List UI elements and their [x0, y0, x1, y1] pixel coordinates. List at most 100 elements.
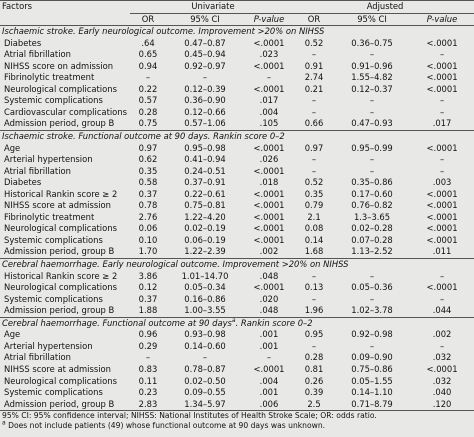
cell: 0.10	[138, 234, 158, 245]
cell: 0.75–0.81	[184, 200, 226, 211]
cell: –	[311, 154, 317, 165]
cell: 0.28	[138, 106, 158, 117]
factor: Admission period, group B	[4, 305, 115, 316]
factor: Atrial fibrillation	[4, 352, 71, 363]
cell: 0.09–0.90	[351, 352, 393, 363]
footnotes: 95% CI: 95% confidence interval; NIHSS: …	[0, 411, 474, 431]
factor: Historical Rankin score ≥ 2	[4, 188, 118, 199]
factor: NIHSS score on admission	[4, 60, 114, 71]
cell: 0.37	[138, 293, 158, 304]
data-row: Arterial hypertension 0.62 0.41–0.94 .026 – –…	[0, 154, 474, 166]
factor: Arterial hypertension	[4, 154, 93, 165]
header-group: Univariate	[130, 0, 295, 14]
cell: 0.94	[138, 60, 158, 71]
cell: .011	[432, 246, 452, 257]
cell: 1.55–4.82	[351, 72, 393, 83]
footnote: 95% CI: 95% confidence interval; NIHSS: …	[0, 411, 474, 421]
cell: –	[369, 95, 375, 106]
data-row: Admission period, group B 0.75 0.57–1.06 .1…	[0, 118, 474, 130]
cell: 0.81	[304, 363, 324, 374]
cell: 0.16–0.86	[184, 293, 226, 304]
cell: .001	[259, 329, 279, 340]
cell: <.0001	[426, 188, 458, 199]
cell: .002	[432, 329, 452, 340]
cell: 0.36–0.75	[351, 37, 393, 48]
cell: 1.00–3.55	[184, 305, 226, 316]
cell: 0.14–1.10	[351, 387, 393, 398]
cell: –	[439, 293, 445, 304]
cell: –	[439, 340, 445, 351]
cell: <.0001	[426, 223, 458, 234]
section-title-text: Cerebral haemorrhage. Early neurological…	[2, 259, 349, 270]
cell: <.0001	[426, 234, 458, 245]
cell: .026	[259, 154, 279, 165]
cell: 0.11	[138, 375, 158, 386]
cell: 0.92–0.98	[351, 329, 393, 340]
cell: 1.22–2.39	[184, 246, 226, 257]
cell: <.0001	[253, 60, 285, 71]
data-row: NIHSS score at admission 0.83 0.78–0.87 <.0…	[0, 364, 474, 376]
cell: 0.05–0.34	[184, 282, 226, 293]
header-factors: Factors	[0, 0, 130, 14]
cell: 0.12–0.39	[184, 83, 226, 94]
cell: –	[311, 106, 317, 117]
factor: Age	[4, 142, 21, 153]
header-column: OR	[130, 13, 166, 27]
cell: 0.52	[304, 177, 324, 188]
cell: <.0001	[426, 142, 458, 153]
cell: 0.05–1.55	[351, 375, 393, 386]
cell: 1.88	[138, 305, 158, 316]
cell: 0.07–0.28	[351, 234, 393, 245]
cell: –	[369, 340, 375, 351]
section-row: Cerebral haemorrhage. Functional outcome…	[0, 316, 474, 330]
cell: 2.74	[304, 72, 324, 83]
cell: –	[311, 49, 317, 60]
cell: 2.1	[307, 211, 321, 222]
cell: 0.91	[304, 60, 324, 71]
cell: 0.12–0.66	[184, 106, 226, 117]
cell: <.0001	[426, 200, 458, 211]
header-column: OR	[294, 13, 335, 27]
cell: <.0001	[426, 363, 458, 374]
cell: 0.08	[304, 223, 324, 234]
cell: 0.97	[138, 142, 158, 153]
cell: 0.52	[304, 37, 324, 48]
cell: .004	[259, 375, 279, 386]
cell: –	[369, 106, 375, 117]
cell: 0.45–0.94	[184, 49, 226, 60]
cell: .002	[259, 246, 279, 257]
section-row: Ischaemic stroke. Functional outcome at …	[0, 130, 474, 143]
cell: –	[311, 270, 317, 281]
cell: .048	[259, 270, 279, 281]
factor: Arterial hypertension	[4, 340, 93, 351]
cell: 0.13	[304, 282, 324, 293]
cell: 0.35	[304, 188, 324, 199]
cell: 0.57	[138, 95, 158, 106]
cell: –	[369, 165, 375, 176]
section-row: Ischaemic stroke. Early neurological out…	[0, 25, 474, 38]
cell: 1.22–4.20	[184, 211, 226, 222]
cell: <.0001	[253, 83, 285, 94]
data-row: Neurological complications 0.06 0.02–0.19 <…	[0, 223, 474, 235]
cell: 1.34–5.97	[166, 398, 244, 412]
cell: 0.28	[304, 352, 324, 363]
cell: 0.23	[138, 387, 158, 398]
cell: 0.71–8.79	[334, 398, 411, 412]
cell: .032	[432, 375, 452, 386]
cell: 0.17–0.60	[351, 188, 393, 199]
cell: 0.66	[304, 118, 324, 129]
data-row: Systemic complications 0.37 0.16–0.86 .020 –…	[0, 294, 474, 306]
cell: 0.29	[138, 340, 158, 351]
cell: 0.78	[138, 200, 158, 211]
cell: –	[311, 95, 317, 106]
cell: –	[145, 352, 151, 363]
cell: 0.02–0.28	[351, 223, 393, 234]
cell: 0.95–0.99	[351, 142, 393, 153]
cell: –	[369, 154, 375, 165]
cell: –	[266, 72, 272, 83]
cell: <.0001	[253, 165, 285, 176]
cell: .020	[259, 293, 279, 304]
cell: .040	[432, 387, 452, 398]
data-row: Diabetes 0.58 0.37–0.91 .018 0.52 0.35–0.86 .0…	[0, 177, 474, 189]
cell: .044	[432, 305, 452, 316]
